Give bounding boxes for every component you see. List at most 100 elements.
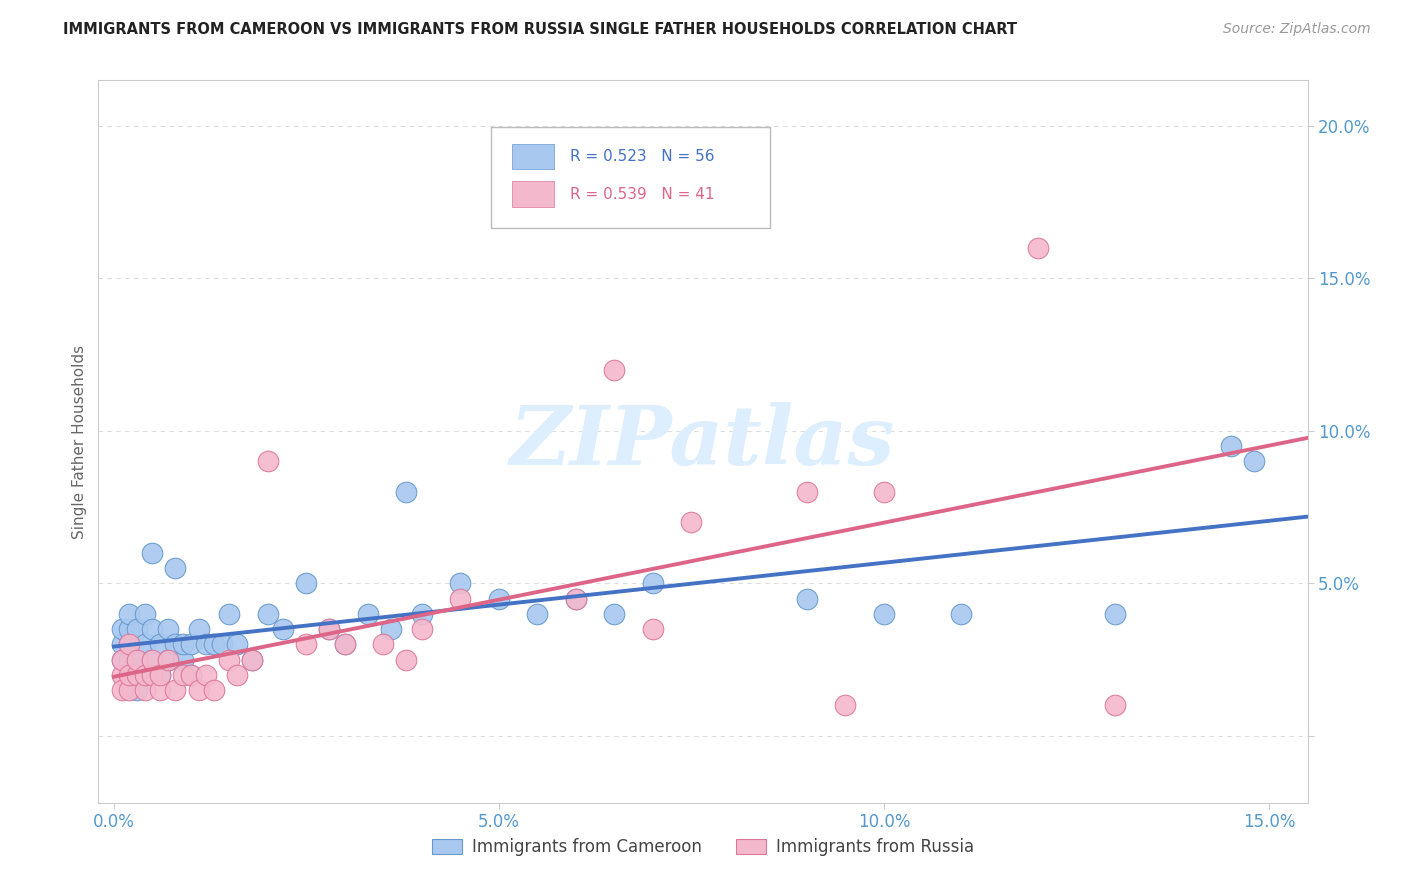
Point xyxy=(395,484,418,499)
Point xyxy=(202,683,225,698)
Point xyxy=(318,622,340,636)
Point xyxy=(125,652,148,666)
Point xyxy=(165,561,187,575)
FancyBboxPatch shape xyxy=(492,128,769,228)
Point xyxy=(156,652,179,666)
Point xyxy=(449,591,471,606)
FancyBboxPatch shape xyxy=(512,181,554,207)
Point xyxy=(641,576,664,591)
Point xyxy=(118,683,141,698)
Point xyxy=(603,363,626,377)
Point xyxy=(134,667,156,681)
Point xyxy=(395,652,418,666)
Point xyxy=(110,683,132,698)
Y-axis label: Single Father Households: Single Father Households xyxy=(72,344,87,539)
Point xyxy=(134,667,156,681)
Point xyxy=(565,591,588,606)
Point xyxy=(134,683,156,698)
Point xyxy=(149,667,172,681)
Point xyxy=(950,607,973,621)
Point xyxy=(118,652,141,666)
Point xyxy=(271,622,294,636)
Point xyxy=(333,637,356,651)
Point xyxy=(603,607,626,621)
Point xyxy=(125,667,148,681)
Point xyxy=(226,637,249,651)
Point xyxy=(172,652,194,666)
Point xyxy=(149,683,172,698)
Point xyxy=(149,667,172,681)
Point xyxy=(488,591,510,606)
Point xyxy=(242,652,264,666)
Point xyxy=(318,622,340,636)
Point xyxy=(411,622,433,636)
Point xyxy=(172,637,194,651)
Point xyxy=(641,622,664,636)
Point xyxy=(357,607,380,621)
Point xyxy=(218,607,240,621)
Point xyxy=(1219,439,1241,453)
Point xyxy=(165,637,187,651)
Point xyxy=(211,637,233,651)
Point xyxy=(156,622,179,636)
Point xyxy=(118,667,141,681)
Point xyxy=(180,637,202,651)
Point xyxy=(565,591,588,606)
Point xyxy=(110,622,132,636)
Point xyxy=(226,667,249,681)
Point xyxy=(110,667,132,681)
Point xyxy=(141,622,163,636)
Point xyxy=(141,652,163,666)
Point xyxy=(118,637,141,651)
Point xyxy=(134,637,156,651)
Point xyxy=(141,652,163,666)
Point xyxy=(873,484,896,499)
Point xyxy=(449,576,471,591)
Point xyxy=(796,591,818,606)
Text: IMMIGRANTS FROM CAMEROON VS IMMIGRANTS FROM RUSSIA SINGLE FATHER HOUSEHOLDS CORR: IMMIGRANTS FROM CAMEROON VS IMMIGRANTS F… xyxy=(63,22,1018,37)
Point xyxy=(165,683,187,698)
Point xyxy=(1026,241,1049,255)
Text: ZIPatlas: ZIPatlas xyxy=(510,401,896,482)
Point xyxy=(125,622,148,636)
Point xyxy=(118,622,141,636)
Point xyxy=(834,698,856,713)
Point xyxy=(195,637,218,651)
Point xyxy=(242,652,264,666)
Point xyxy=(373,637,395,651)
Point xyxy=(110,637,132,651)
Point xyxy=(1243,454,1265,468)
Point xyxy=(411,607,433,621)
Point xyxy=(202,637,225,651)
Point xyxy=(118,667,141,681)
Point xyxy=(1104,607,1126,621)
Point xyxy=(180,667,202,681)
Point xyxy=(681,516,703,530)
Point xyxy=(187,622,209,636)
Point xyxy=(218,652,240,666)
Point xyxy=(187,683,209,698)
Point xyxy=(134,607,156,621)
Point xyxy=(526,607,548,621)
Point xyxy=(110,652,132,666)
Point xyxy=(257,607,280,621)
Point xyxy=(110,652,132,666)
Legend: Immigrants from Cameroon, Immigrants from Russia: Immigrants from Cameroon, Immigrants fro… xyxy=(426,831,980,863)
Point xyxy=(333,637,356,651)
FancyBboxPatch shape xyxy=(512,144,554,169)
Point xyxy=(796,484,818,499)
Point xyxy=(172,667,194,681)
Point xyxy=(118,637,141,651)
Point xyxy=(125,652,148,666)
Point xyxy=(295,637,318,651)
Text: R = 0.539   N = 41: R = 0.539 N = 41 xyxy=(569,186,714,202)
Text: R = 0.523   N = 56: R = 0.523 N = 56 xyxy=(569,149,714,164)
Point xyxy=(125,667,148,681)
Point xyxy=(295,576,318,591)
Point xyxy=(380,622,402,636)
Text: Source: ZipAtlas.com: Source: ZipAtlas.com xyxy=(1223,22,1371,37)
Point xyxy=(257,454,280,468)
Point xyxy=(873,607,896,621)
Point xyxy=(141,667,163,681)
Point xyxy=(118,607,141,621)
